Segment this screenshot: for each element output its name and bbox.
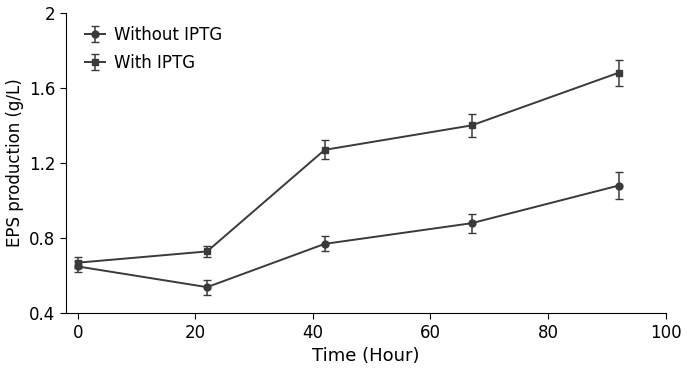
Y-axis label: EPS production (g/L): EPS production (g/L) (5, 79, 23, 247)
X-axis label: Time (Hour): Time (Hour) (312, 348, 420, 365)
Legend: Without IPTG, With IPTG: Without IPTG, With IPTG (80, 21, 227, 77)
